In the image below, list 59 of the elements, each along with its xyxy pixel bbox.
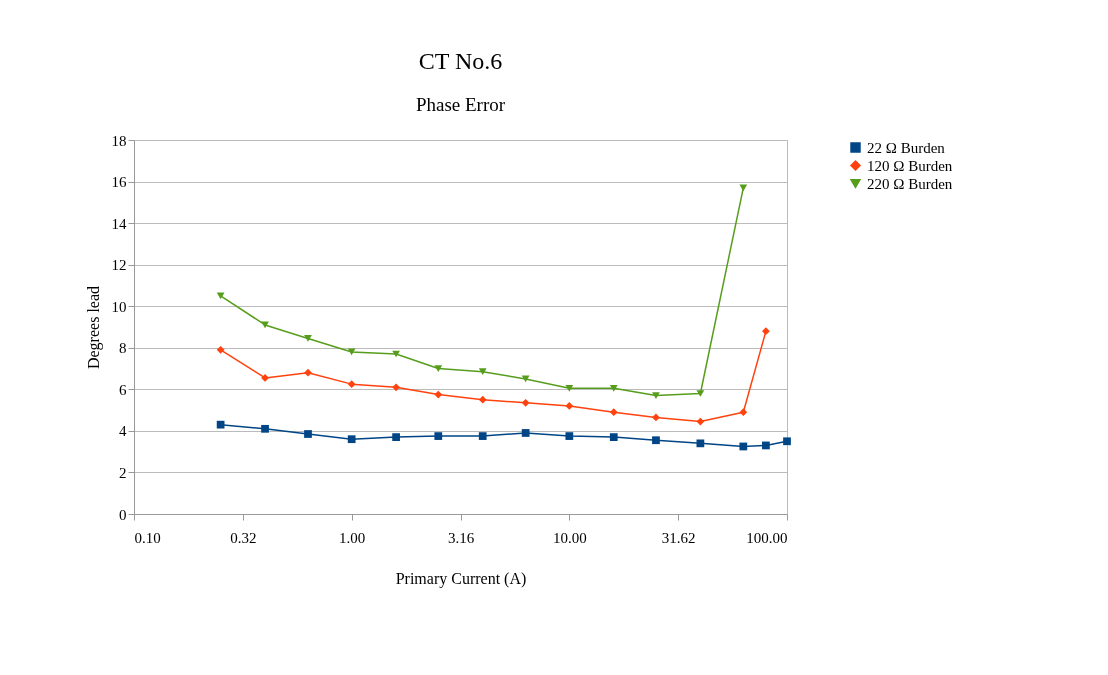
point (304, 335, 312, 342)
point (739, 408, 748, 417)
point (609, 433, 618, 441)
point (565, 384, 574, 392)
point (739, 184, 748, 192)
y-tick-label: 8 (119, 340, 127, 357)
y-tick-label: 4 (119, 423, 127, 440)
point (521, 429, 530, 437)
point (652, 436, 660, 445)
x-tick-label: 100.00 (746, 529, 788, 546)
point (216, 345, 225, 354)
point (478, 395, 487, 404)
point (739, 442, 748, 451)
y-axis-title: Degrees lead (84, 285, 103, 370)
point (652, 413, 660, 422)
y-tick-label: 6 (119, 381, 127, 398)
x-tick-label: 31.62 (661, 529, 696, 546)
point (392, 383, 400, 392)
point (434, 365, 443, 372)
x-tick-label: 3.16 (447, 529, 475, 546)
x-tick-label: 1.00 (339, 529, 366, 546)
point (304, 368, 312, 377)
point (261, 424, 269, 433)
point (392, 433, 400, 441)
x-axis-title: Primary Current (A) (395, 569, 527, 588)
y-tick-label: 12 (111, 257, 127, 274)
point (261, 374, 269, 382)
point (565, 402, 574, 410)
legend-label: 120 Ω Burden (867, 157, 953, 174)
point (652, 392, 660, 399)
point (304, 430, 312, 438)
point (347, 435, 356, 444)
chart-subtitle: Phase Error (415, 94, 506, 115)
point (696, 390, 705, 397)
y-tick-label: 2 (119, 464, 127, 481)
legend-label: 220 Ω Burden (867, 175, 953, 192)
chart-title: CT No.6 (418, 48, 503, 74)
point (434, 390, 443, 399)
point (565, 432, 574, 440)
point (216, 292, 225, 300)
y-tick-label: 10 (111, 298, 127, 315)
x-tick-label: 10.00 (552, 529, 587, 546)
legend-label: 22 Ω Burden (867, 139, 946, 156)
point (478, 432, 487, 440)
x-tick-label: 0.10 (134, 529, 161, 546)
point (434, 432, 443, 440)
point (609, 408, 618, 417)
point (609, 384, 618, 392)
point (696, 417, 705, 426)
point (696, 439, 705, 448)
point (521, 398, 530, 407)
point (216, 420, 225, 429)
y-tick-label: 18 (111, 132, 127, 149)
x-tick-label: 0.32 (230, 529, 257, 546)
point (347, 380, 356, 389)
y-tick-label: 16 (111, 174, 127, 191)
y-tick-label: 14 (111, 215, 127, 232)
point (478, 368, 487, 376)
y-tick-label: 0 (119, 506, 127, 523)
